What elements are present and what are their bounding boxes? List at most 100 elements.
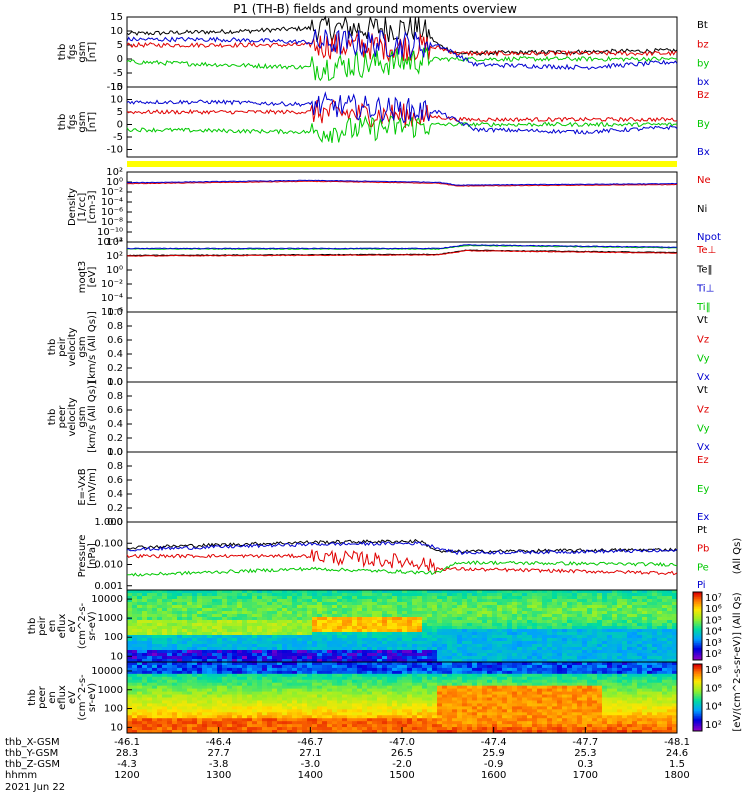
legend-ve: Vt Vz Vy Vx [697,385,710,453]
svg-text:eflux: eflux [57,614,68,639]
quality-flag-bar [127,161,677,167]
y-tick-label: 10² [106,167,123,178]
panel-fgs: 15 10 5 0 -5 -10 thb fgs gsm [nT] Bt bz by bx [57,12,709,93]
svg-text:velocity: velocity [67,327,78,366]
y-tick-label: 0.8 [107,391,123,402]
svg-text:[nPa]: [nPa] [87,543,98,569]
x-tick-label: 1600 [481,770,506,781]
legend-item: Ex [697,512,709,523]
y-tick-label: 10000 [91,666,123,677]
svg-text:[1/cc]: [1/cc] [77,193,88,222]
y-tick-label: 0.4 [107,489,123,500]
y-axis-label-vi: thb peir velocity gsm [km/s (All Qs)] [47,311,98,383]
spectrogram-electron_spectrogram [127,662,678,734]
y-tick-label: 100 [104,704,123,715]
series-line-density [126,179,678,186]
series-line-pressure [126,538,678,554]
svg-text:gsm: gsm [77,406,88,427]
y-axis-label-electron_spectrogram: thb peer en eflux eV (cm^2-s-sr-eV) [27,674,98,721]
x-tick-label: -47.7 [572,737,598,748]
x-tick-label: -3.0 [301,759,321,770]
legend-item: Bx [697,147,710,158]
svg-text:sr-eV): sr-eV) [87,611,98,640]
colorbar-tick-label: 10⁴ [705,702,722,713]
x-tick-label: 1500 [389,770,414,781]
legend-item: bx [697,77,709,88]
x-row-name-3: hhmm [5,770,38,781]
svg-text:fgs: fgs [67,44,78,59]
y-tick-label: 10 [110,26,123,37]
y-axis-label-temperature: moqt3 [eV] [77,261,98,294]
y-tick-label: 0.2 [107,363,123,374]
legend-item: Vt [697,315,708,326]
y-tick-label: 10⁻² [101,187,123,198]
y-axis-label-fgs_dsl: thb fgs gsm [nT] [57,111,98,132]
y-tick-label: 0.0 [107,517,123,528]
svg-text:eV: eV [67,619,78,632]
legend-item: Vx [697,442,710,453]
svg-text:thb: thb [47,339,58,356]
x-tick-label: -0.9 [484,759,504,770]
colorbar-tick-label: 10³ [705,638,722,649]
y-tick-label: 1000 [98,613,123,624]
y-tick-label: -10 [107,82,123,93]
x-tick-label: 1200 [114,770,139,781]
colorbar-frame [692,663,703,732]
spectrogram-ion_spectrogram [127,590,678,663]
x-row-name-2: thb_Z-GSM [5,759,60,770]
panel-electron_spectrogram: 10000 1000 100 10 thb peer en eflux eV (cm^2-s-sr… [27,661,678,734]
x-tick-label: -3.8 [209,759,229,770]
legend-item: By [697,119,710,130]
x-tick-label: 26.5 [391,748,413,759]
x-row-name-0: thb_X-GSM [5,737,60,748]
x-tick-label: -47.0 [389,737,415,748]
svg-text:gsm: gsm [77,41,88,62]
svg-text:thb: thb [57,114,68,131]
svg-text:[nT]: [nT] [87,112,98,132]
legend-density: Ne Ni Npot [697,175,721,243]
y-tick-label: 10 [110,95,123,106]
legend-item: Bt [697,20,708,31]
svg-text:peir: peir [57,336,68,356]
y-tick-label: 10⁻⁴ [101,197,123,208]
legend-item: Vt [697,385,708,396]
y-tick-label: 15 [110,12,123,23]
svg-text:thb: thb [47,409,58,426]
plot-date: 2021 Jun 22 [5,782,66,793]
legend-item: Ni [697,204,707,215]
series-line-pressure [126,540,678,556]
svg-text:E=-VxB: E=-VxB [77,468,88,505]
side-label: (All Qs) [732,538,743,575]
x-tick-label: 27.7 [208,748,230,759]
x-tick-label: 1700 [573,770,598,781]
colorbar-tick-label: 10⁷ [705,593,722,604]
x-tick-label: -47.4 [481,737,507,748]
x-tick-label: -4.3 [117,759,137,770]
y-axis-label-fgs: thb fgs gsm [nT] [57,41,98,62]
x-tick-label: -46.7 [297,737,323,748]
colorbar-frame [692,591,703,661]
y-tick-label: 10 [110,651,123,662]
x-tick-label: 1800 [664,770,689,781]
legend-pressure: Pt Pb Pe Pi [697,525,709,591]
x-tick-label: 25.3 [574,748,596,759]
svg-text:fgs: fgs [67,114,78,129]
svg-text:gsm: gsm [77,111,88,132]
legend-temperature: Te⊥ Te‖ Ti⊥ Ti‖ [696,245,716,313]
x-tick-label: 0.3 [577,759,593,770]
y-tick-label: 10 [110,722,123,733]
plot-title: P1 (TH-B) fields and ground moments over… [233,2,517,16]
panel-frame [126,86,678,158]
legend-item: Pi [697,580,706,591]
svg-text:peer: peer [57,405,68,429]
panel-efield: 1.0 0.8 0.6 0.4 0.2 0.0 E=-VxB [mV/m] Ez Ey Ex [77,447,709,528]
y-tick-label: 0.0 [107,447,123,458]
x-tick-label: -48.1 [664,737,690,748]
legend-item: Vz [697,334,709,345]
svg-text:moqt3: moqt3 [77,261,88,294]
series-line-temperature [127,244,678,250]
series-line-fgs [126,29,678,71]
svg-text:en: en [47,620,58,633]
